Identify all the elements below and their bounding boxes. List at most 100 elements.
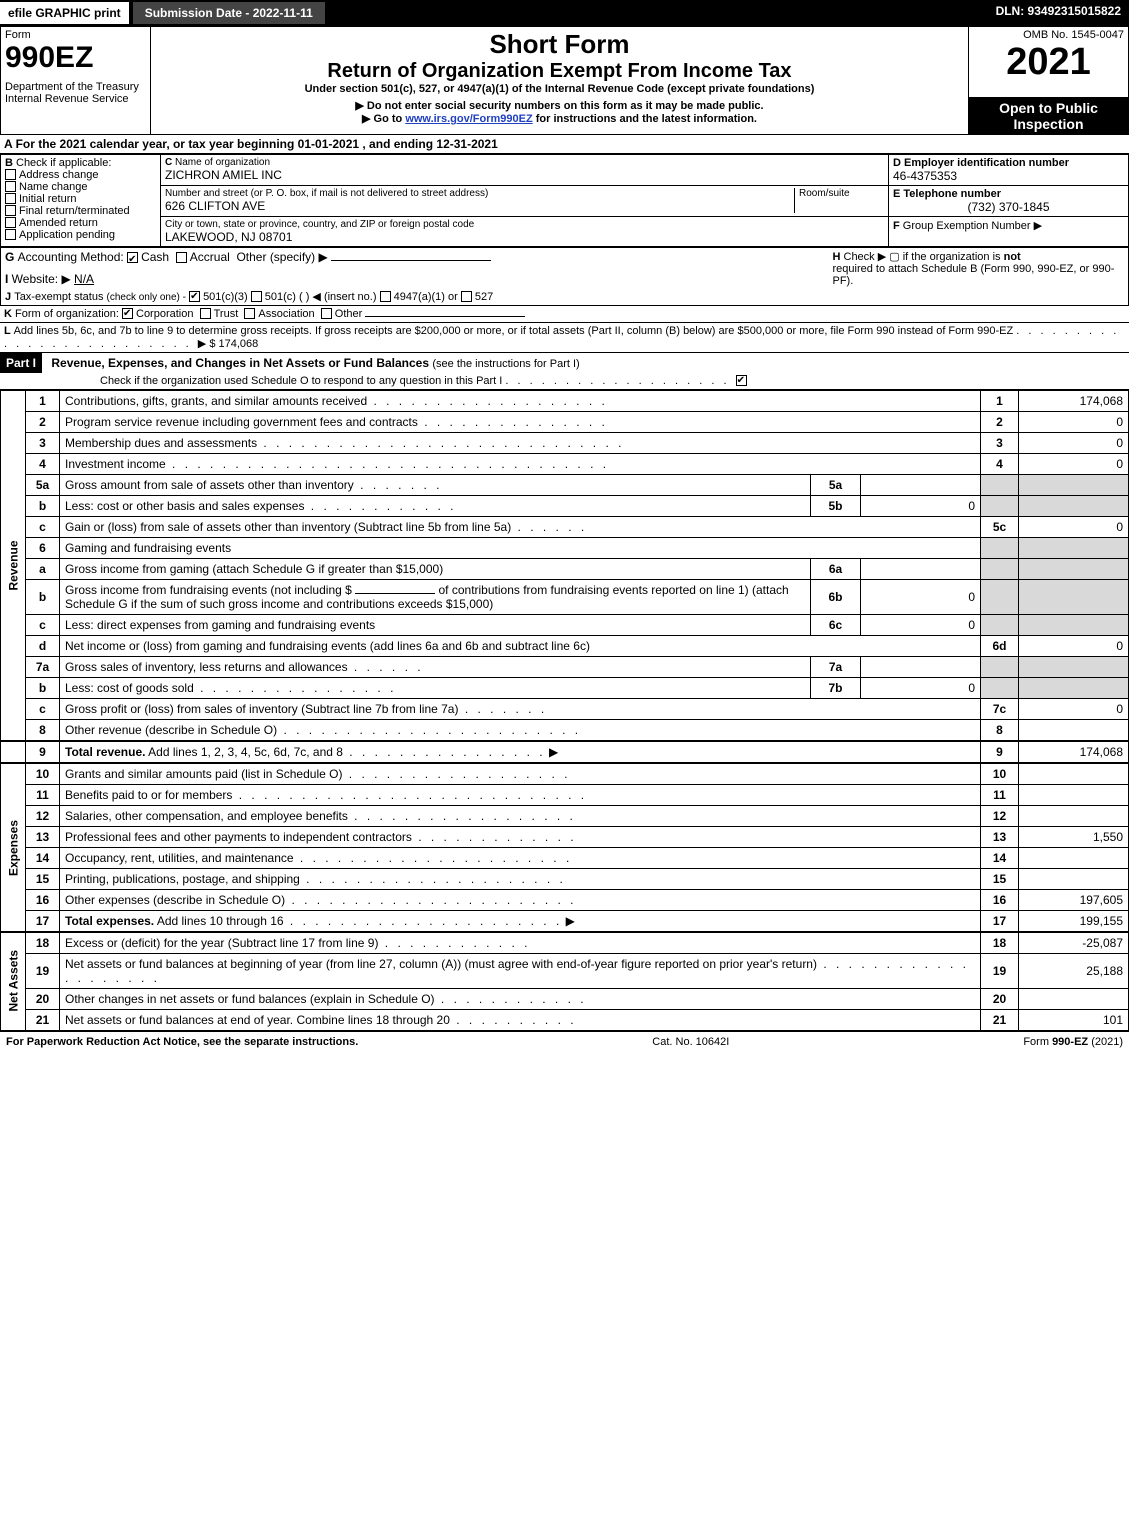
l18-box: 18	[981, 932, 1019, 954]
open-to-public: Open to Public Inspection	[969, 97, 1129, 134]
l6c-amt-shaded	[1019, 614, 1129, 635]
l6c-midamt: 0	[861, 614, 981, 635]
l6d-num: d	[26, 635, 60, 656]
l13-amt: 1,550	[1019, 826, 1129, 847]
l6d-text: Net income or (loss) from gaming and fun…	[60, 635, 981, 656]
b-opt-initial[interactable]: Initial return	[19, 193, 76, 205]
part1-check-text: Check if the organization used Schedule …	[100, 375, 502, 387]
l7b-midamt: 0	[861, 677, 981, 698]
part1-tab: Part I	[0, 353, 42, 373]
dept-label: Department of the Treasury	[5, 81, 146, 93]
l-text: Add lines 5b, 6c, and 7b to line 9 to de…	[14, 325, 1014, 337]
l9-box: 9	[981, 741, 1019, 763]
l4-num: 4	[26, 453, 60, 474]
b-opt-final[interactable]: Final return/terminated	[19, 205, 130, 217]
l6-num: 6	[26, 537, 60, 558]
l7b-box-shaded	[981, 677, 1019, 698]
goto-prefix: ▶ Go to	[362, 113, 405, 125]
footer-right-pre: Form	[1023, 1036, 1052, 1048]
footer-right-post: (2021)	[1088, 1036, 1123, 1048]
part1-title: Revenue, Expenses, and Changes in Net As…	[45, 356, 429, 370]
revenue-side-label: Revenue	[1, 390, 26, 741]
l20-text: Other changes in net assets or fund bala…	[65, 992, 435, 1006]
l7c-text: Gross profit or (loss) from sales of inv…	[65, 702, 458, 716]
g-accrual: Accrual	[190, 250, 230, 264]
l19-num: 19	[26, 953, 60, 988]
part1-schedule-o-checkbox[interactable]	[736, 375, 747, 386]
l14-text: Occupancy, rent, utilities, and maintena…	[65, 851, 294, 865]
l13-num: 13	[26, 826, 60, 847]
l14-amt	[1019, 847, 1129, 868]
j-527-checkbox[interactable]	[461, 291, 472, 302]
ein-value: 46-4375353	[893, 169, 1124, 183]
l14-box: 14	[981, 847, 1019, 868]
l20-amt	[1019, 988, 1129, 1009]
l17-text: Total expenses.	[65, 914, 154, 928]
part1-check-line: Check if the organization used Schedule …	[0, 373, 1129, 389]
l3-num: 3	[26, 432, 60, 453]
l1-num: 1	[26, 390, 60, 411]
l10-num: 10	[26, 763, 60, 785]
b-opt-name[interactable]: Name change	[19, 181, 88, 193]
goto-line: ▶ Go to www.irs.gov/Form990EZ for instru…	[155, 112, 964, 125]
b-opt-amended[interactable]: Amended return	[19, 217, 98, 229]
phone-value: (732) 370-1845	[893, 200, 1124, 214]
l1-text: Contributions, gifts, grants, and simila…	[65, 394, 367, 408]
k-label: Form of organization:	[15, 308, 119, 320]
netassets-side-label: Net Assets	[1, 932, 26, 1031]
l6a-num: a	[26, 558, 60, 579]
l5a-num: 5a	[26, 474, 60, 495]
room-label: Room/suite	[799, 188, 884, 199]
form-number: 990EZ	[5, 41, 146, 75]
l17-text2: Add lines 10 through 16	[154, 914, 283, 928]
l4-amt: 0	[1019, 453, 1129, 474]
city-label: City or town, state or province, country…	[165, 219, 884, 230]
l17-num: 17	[26, 910, 60, 932]
l19-text: Net assets or fund balances at beginning…	[65, 957, 817, 971]
l5b-mid: 5b	[811, 495, 861, 516]
l6c-num: c	[26, 614, 60, 635]
l5a-mid: 5a	[811, 474, 861, 495]
efile-print-label[interactable]: efile GRAPHIC print	[0, 0, 131, 26]
b-opt-pending[interactable]: Application pending	[19, 229, 115, 241]
footer-left: For Paperwork Reduction Act Notice, see …	[6, 1036, 358, 1048]
j-501c-checkbox[interactable]	[251, 291, 262, 302]
j-4947-checkbox[interactable]	[380, 291, 391, 302]
l10-box: 10	[981, 763, 1019, 785]
l21-amt: 101	[1019, 1009, 1129, 1030]
l7b-amt-shaded	[1019, 677, 1129, 698]
g-cash-checkbox[interactable]	[127, 252, 138, 263]
l5c-box: 5c	[981, 516, 1019, 537]
short-form-title: Short Form	[155, 29, 964, 60]
irs-link[interactable]: www.irs.gov/Form990EZ	[405, 113, 532, 125]
irs-label: Internal Revenue Service	[5, 93, 146, 105]
g-other: Other (specify) ▶	[236, 250, 327, 264]
l2-amt: 0	[1019, 411, 1129, 432]
l6b-num: b	[26, 579, 60, 614]
l8-amt	[1019, 719, 1129, 741]
j-501c3-checkbox[interactable]	[189, 291, 200, 302]
k-assoc-checkbox[interactable]	[244, 308, 255, 319]
k-trust-checkbox[interactable]	[200, 308, 211, 319]
l7a-amt-shaded	[1019, 656, 1129, 677]
l2-num: 2	[26, 411, 60, 432]
k-other-checkbox[interactable]	[321, 308, 332, 319]
k-corp-checkbox[interactable]	[122, 308, 133, 319]
l7b-mid: 7b	[811, 677, 861, 698]
l8-box: 8	[981, 719, 1019, 741]
l6-text: Gaming and fundraising events	[60, 537, 981, 558]
b-opt-address[interactable]: Address change	[19, 169, 99, 181]
l6b-midamt: 0	[861, 579, 981, 614]
l4-box: 4	[981, 453, 1019, 474]
l10-text: Grants and similar amounts paid (list in…	[65, 767, 342, 781]
l16-amt: 197,605	[1019, 889, 1129, 910]
l13-text: Professional fees and other payments to …	[65, 830, 412, 844]
l17-amt: 199,155	[1019, 910, 1129, 932]
org-name: ZICHRON AMIEL INC	[165, 168, 884, 182]
k-corp: Corporation	[136, 308, 193, 320]
g-accrual-checkbox[interactable]	[176, 252, 187, 263]
j-o2: 501(c) ( ) ◀ (insert no.)	[265, 291, 377, 303]
l6b-pre: Gross income from fundraising events (no…	[65, 583, 352, 597]
footer-right: Form 990-EZ (2021)	[1023, 1036, 1123, 1048]
l6c-box-shaded	[981, 614, 1019, 635]
